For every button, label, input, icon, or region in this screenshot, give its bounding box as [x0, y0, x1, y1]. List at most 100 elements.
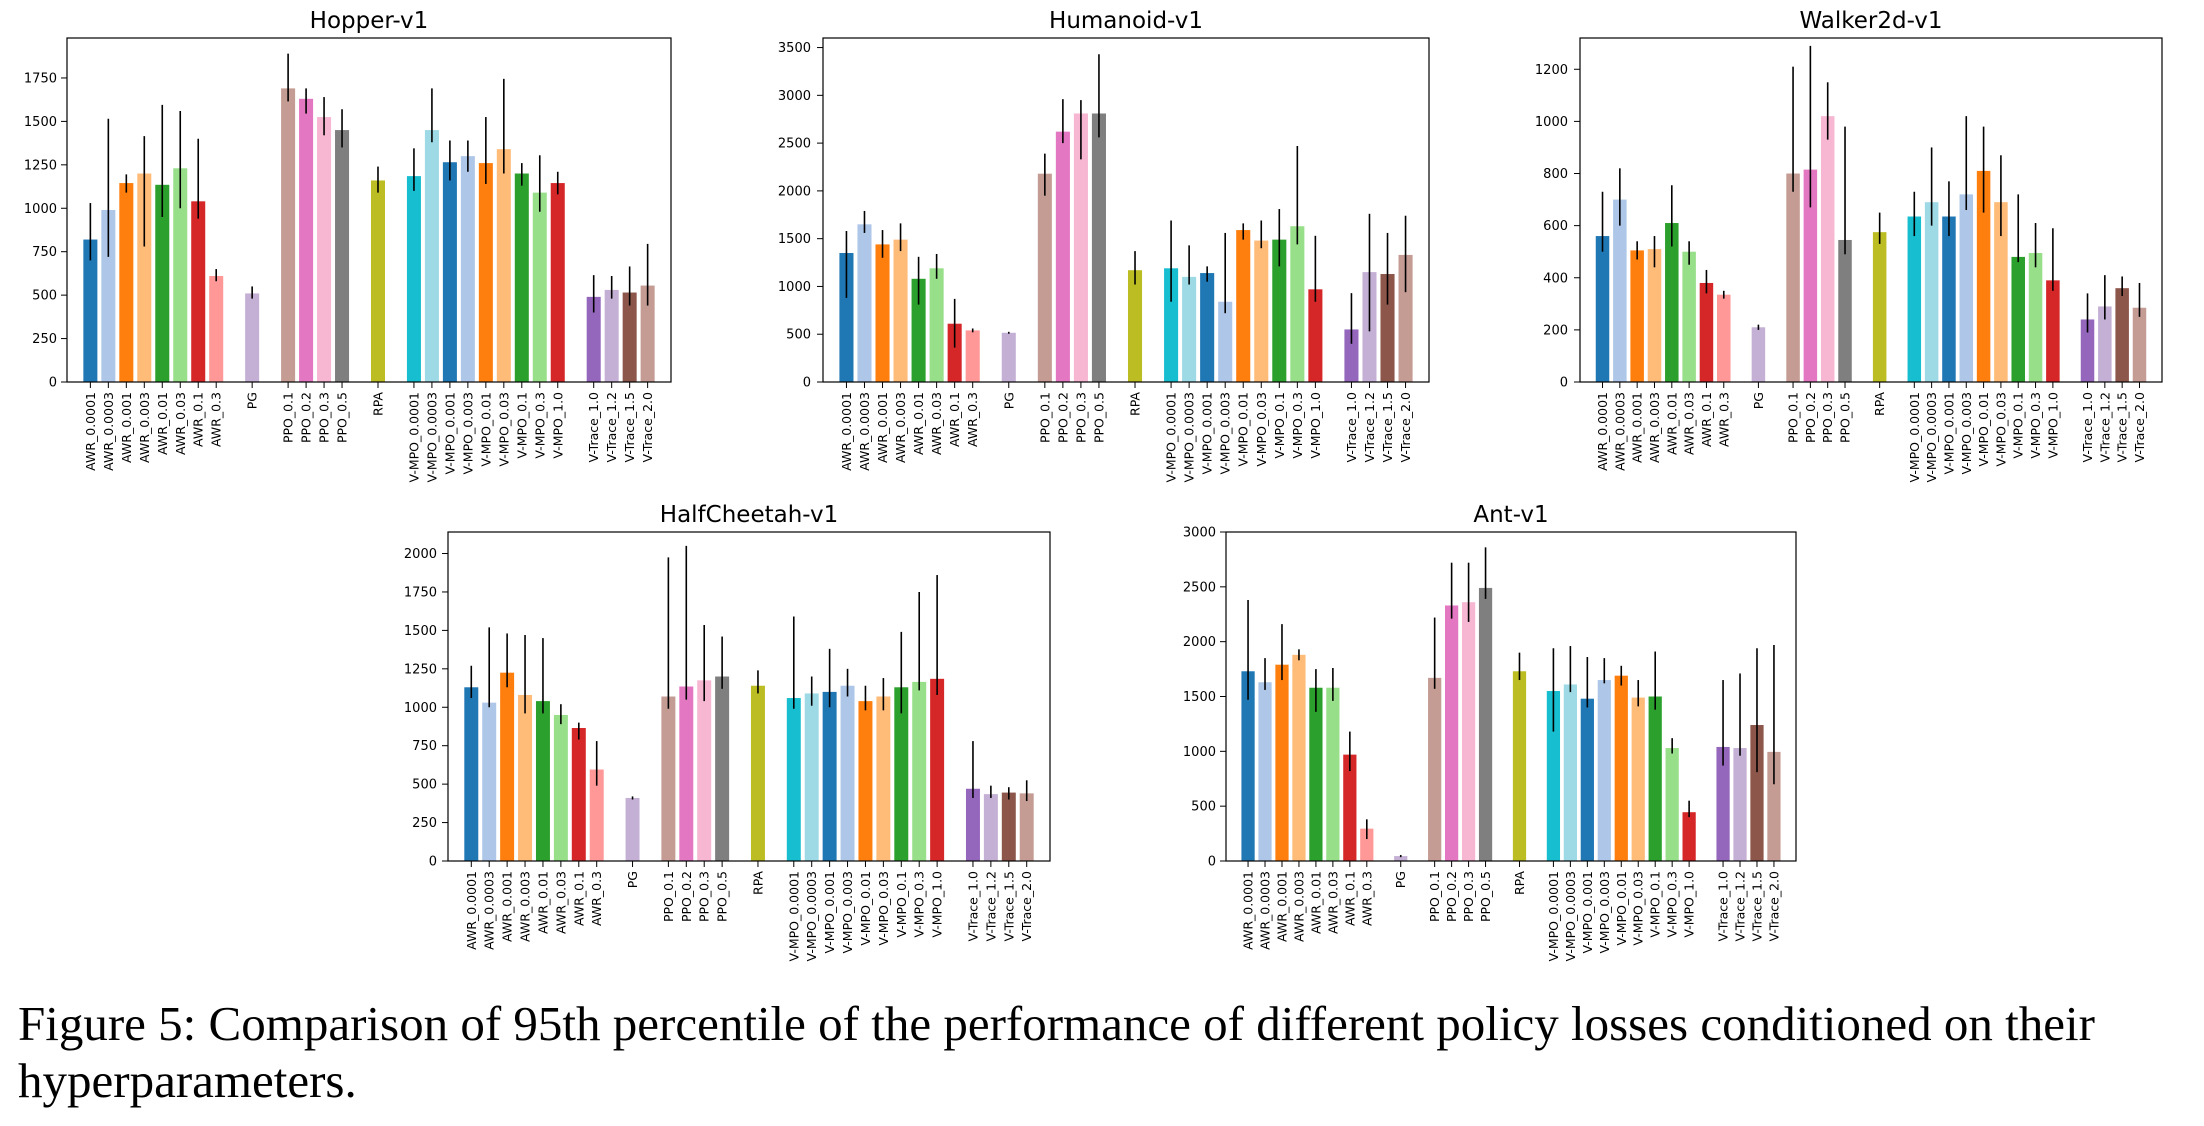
y-tick-label: 800 — [1543, 167, 1568, 182]
bar-v-mpo-0-003 — [1597, 680, 1611, 861]
x-tick-label: V-Trace_1.5 — [1380, 392, 1395, 462]
bar-v-trace-1-0 — [2080, 319, 2095, 382]
x-tick-label: AWR_0.0003 — [482, 871, 497, 950]
bar-rpa — [1872, 232, 1887, 382]
x-tick-label: V-MPO_0.0003 — [1563, 871, 1578, 961]
bar-v-mpo-0-003 — [1218, 301, 1233, 382]
x-tick-label: V-Trace_1.5 — [1001, 871, 1016, 941]
x-tick-label: AWR_0.003 — [1647, 392, 1662, 463]
x-tick-label: AWR_0.001 — [500, 871, 515, 942]
y-tick-label: 1000 — [1535, 115, 1568, 130]
y-tick-label: 500 — [786, 328, 811, 343]
bar-v-mpo-0-01 — [1236, 230, 1251, 382]
x-tick-label: PPO_0.3 — [317, 392, 332, 443]
x-tick-label: V-MPO_0.03 — [876, 871, 891, 946]
x-tick-label: PPO_0.3 — [1461, 871, 1476, 922]
bar-v-mpo-0-3 — [2028, 253, 2043, 382]
bar-pg — [1001, 332, 1016, 382]
x-tick-label: PPO_0.1 — [1786, 392, 1801, 443]
bar-ppo-0-1 — [1428, 677, 1442, 861]
x-tick-label: V-MPO_0.03 — [496, 392, 511, 467]
bar-awr-0-01 — [911, 278, 926, 382]
bar-ppo-0-2 — [679, 686, 694, 861]
x-tick-label: V-Trace_1.0 — [1344, 392, 1359, 463]
y-tick-label: 1750 — [24, 71, 57, 86]
x-tick-label: V-Trace_1.2 — [1733, 871, 1748, 941]
x-tick-label: V-MPO_0.0003 — [804, 871, 819, 961]
bar-awr-0-003 — [893, 239, 908, 382]
x-tick-label: PPO_0.2 — [679, 871, 694, 922]
axes-frame — [1225, 531, 1797, 862]
bar-v-mpo-0-0003 — [1563, 684, 1577, 861]
x-tick-label: V-Trace_1.0 — [2080, 392, 2095, 463]
bar-awr-0-0001 — [464, 687, 479, 861]
x-tick-label: PG — [1751, 392, 1766, 409]
bar-v-mpo-0-3 — [1290, 226, 1305, 382]
x-tick-label: V-MPO_0.01 — [1614, 871, 1629, 946]
axes-frame — [66, 37, 672, 383]
bar-rpa — [370, 180, 385, 382]
bar-ppo-0-3 — [1820, 116, 1835, 382]
bar-v-trace-2-0 — [1398, 254, 1413, 382]
x-tick-label: V-Trace_1.0 — [965, 871, 980, 942]
bar-awr-0-3 — [1717, 294, 1731, 382]
y-tick-label: 2500 — [778, 137, 811, 152]
x-tick-label: AWR_0.01 — [155, 392, 170, 455]
bar-v-trace-1-0 — [586, 296, 601, 382]
x-tick-label: AWR_0.0001 — [1595, 392, 1610, 471]
x-tick-label: V-MPO_0.01 — [1236, 392, 1251, 467]
bar-awr-0-0003 — [857, 224, 872, 382]
chart-hopper-v1: Hopper-v1 0 250 500 750 1000 1250 1500 1750 AWR_0… — [24, 8, 672, 482]
bar-awr-0-3 — [965, 330, 980, 382]
bar-v-trace-2-0 — [1767, 751, 1781, 861]
bar-v-mpo-0-0003 — [1182, 276, 1197, 382]
bar-v-mpo-0-1 — [514, 173, 529, 382]
x-tick-label: V-MPO_0.1 — [1648, 871, 1663, 938]
bar-ppo-0-1 — [1786, 173, 1800, 382]
bar-awr-0-1 — [191, 201, 206, 382]
x-tick-label: PPO_0.3 — [697, 871, 712, 922]
x-tick-label: V-MPO_0.0003 — [1924, 392, 1939, 482]
bar-v-mpo-1-0 — [1308, 289, 1323, 382]
bar-awr-0-1 — [1343, 754, 1357, 861]
bar-ppo-0-2 — [299, 98, 314, 383]
x-tick-label: V-Trace_1.2 — [604, 392, 619, 462]
x-tick-label: PPO_0.1 — [281, 392, 296, 443]
x-tick-label: AWR_0.01 — [911, 392, 926, 455]
bar-ppo-0-5 — [1091, 113, 1106, 382]
bar-v-mpo-0-3 — [532, 192, 547, 382]
bar-v-mpo-1-0 — [2046, 280, 2060, 382]
bar-awr-0-1 — [947, 323, 962, 382]
x-tick-label: V-MPO_0.03 — [1631, 871, 1646, 946]
x-tick-label: V-MPO_0.0001 — [1546, 871, 1561, 961]
bar-ppo-0-5 — [715, 676, 730, 861]
x-tick-label: V-Trace_1.2 — [2097, 392, 2112, 462]
bar-awr-0-003 — [1292, 654, 1306, 861]
bar-v-mpo-0-0001 — [1907, 216, 1922, 382]
bar-awr-0-003 — [137, 173, 152, 382]
y-tick-label: 0 — [429, 855, 437, 870]
bar-v-mpo-0-003 — [840, 685, 855, 861]
x-tick-label: AWR_0.0001 — [83, 392, 98, 471]
x-tick-label: PPO_0.5 — [1091, 392, 1106, 443]
x-tick-label: V-MPO_0.3 — [2028, 392, 2043, 459]
bar-v-mpo-0-0003 — [424, 130, 439, 382]
bar-awr-0-01 — [535, 701, 550, 861]
x-tick-label: V-Trace_1.2 — [983, 871, 998, 941]
x-tick-label: AWR_0.03 — [173, 392, 188, 455]
y-tick-label: 250 — [32, 332, 57, 347]
x-tick-label: V-MPO_0.1 — [894, 871, 909, 938]
x-tick-label: AWR_0.3 — [1359, 871, 1374, 926]
bar-v-trace-1-2 — [1733, 748, 1747, 861]
x-tick-label: AWR_0.01 — [535, 871, 550, 934]
bar-v-mpo-0-01 — [478, 163, 493, 382]
x-tick-label: V-Trace_2.0 — [640, 392, 655, 463]
x-tick-label: V-MPO_0.3 — [1290, 392, 1305, 459]
x-tick-label: PG — [1393, 871, 1408, 888]
x-tick-label: V-MPO_0.003 — [1218, 392, 1233, 475]
bar-awr-0-3 — [1360, 828, 1374, 861]
bar-awr-0-01 — [155, 184, 170, 382]
x-tick-label: V-MPO_0.03 — [1993, 392, 2008, 467]
bar-ppo-0-2 — [1055, 131, 1070, 382]
x-tick-label: V-MPO_0.003 — [460, 392, 475, 475]
